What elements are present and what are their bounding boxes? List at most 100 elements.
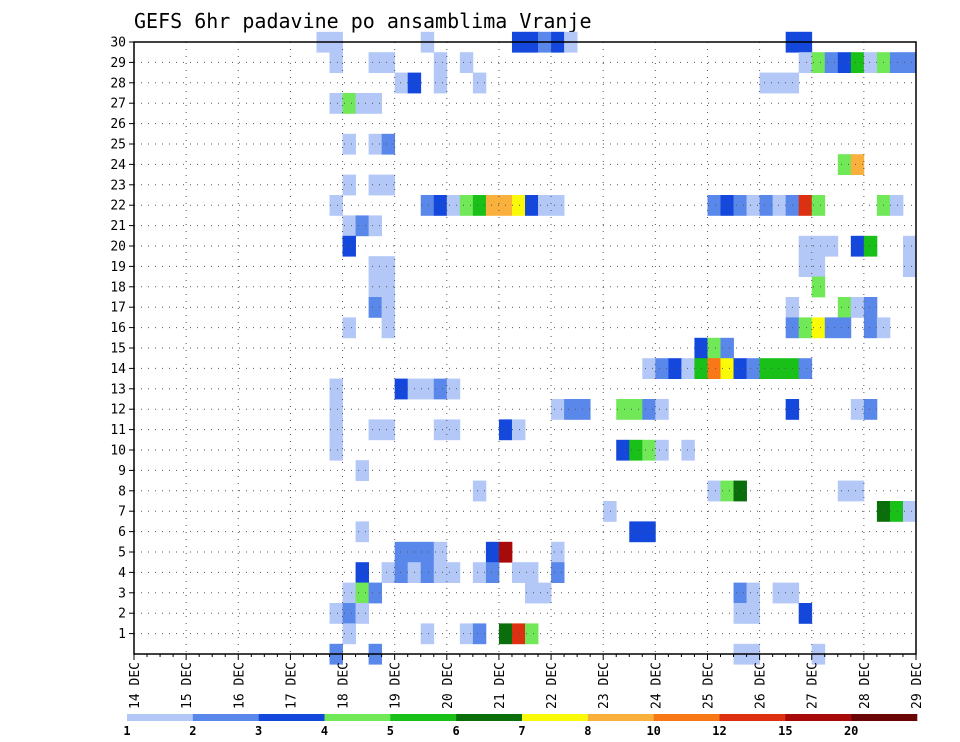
- heatmap-cell: [629, 439, 643, 461]
- heatmap-cell: [368, 93, 383, 114]
- heatmap-cell: [863, 235, 878, 257]
- y-tick-label: 2: [118, 607, 126, 622]
- heatmap-cell: [329, 52, 343, 73]
- heatmap-cell: [342, 623, 356, 645]
- x-tick-label: 24 DEC: [649, 662, 664, 709]
- heatmap-cell: [459, 195, 474, 216]
- heatmap-cell: [902, 52, 917, 73]
- colorbar-label: 15: [778, 724, 792, 738]
- heatmap-cell: [850, 235, 865, 257]
- colorbar-label: 12: [712, 724, 726, 738]
- colorbar-swatch: [653, 714, 720, 721]
- heatmap-cell: [707, 337, 721, 359]
- y-tick-label: 29: [110, 56, 126, 71]
- heatmap-cell: [381, 133, 396, 155]
- heatmap-cell: [342, 93, 356, 114]
- heatmap-cell: [850, 154, 865, 175]
- y-tick-label: 8: [118, 484, 126, 499]
- y-tick-label: 12: [110, 403, 126, 418]
- colorbar-label: 7: [518, 724, 525, 738]
- heatmap-cell: [329, 93, 343, 114]
- y-tick-label: 22: [110, 199, 126, 214]
- colorbar-legend: 1 2 3 4 5 6 7 8 10 12 15 20: [123, 714, 918, 738]
- heatmap-cell: [420, 195, 435, 216]
- heatmap-cell: [720, 358, 734, 379]
- x-tick-label: 23 DEC: [597, 662, 612, 709]
- heatmap-cell: [798, 195, 813, 216]
- heatmap-cell: [446, 195, 461, 216]
- heatmap-cell: [551, 195, 565, 216]
- colorbar-label: 4: [321, 724, 328, 738]
- heatmap-cell: [850, 297, 865, 318]
- colorbar-swatch: [719, 714, 786, 721]
- y-tick-label: 26: [110, 117, 126, 132]
- heatmap-cell: [355, 582, 369, 604]
- y-tick-label: 23: [110, 178, 126, 193]
- heatmap-cell: [329, 603, 343, 624]
- heatmap-cell: [655, 439, 669, 461]
- colorbar-label: 3: [255, 724, 262, 738]
- heatmap-cell: [525, 582, 539, 604]
- colorbar-swatch: [456, 714, 523, 721]
- heatmap-cell: [746, 603, 760, 624]
- heatmap-cell: [642, 439, 656, 461]
- heatmap-cell: [420, 623, 435, 645]
- heatmap-cell: [746, 195, 760, 216]
- colorbar-swatch: [851, 714, 918, 721]
- heatmap-cell: [368, 133, 383, 155]
- colorbar-label: 2: [189, 724, 196, 738]
- heatmap-cell: [538, 582, 552, 604]
- heatmap-cell: [525, 195, 539, 216]
- y-tick-label: 21: [110, 219, 126, 234]
- heatmap-cell: [420, 562, 435, 583]
- heatmap-cell: [811, 317, 826, 339]
- x-tick-label: 16 DEC: [232, 662, 247, 709]
- heatmap-cell: [798, 256, 813, 277]
- y-tick-label: 11: [110, 423, 126, 438]
- heatmap-cell: [511, 562, 526, 583]
- heatmap-cell: [485, 195, 500, 216]
- heatmap-cell: [342, 603, 356, 624]
- heatmap-cell: [433, 562, 448, 583]
- heatmap-cell: [798, 52, 813, 73]
- x-tick-label: 22 DEC: [545, 662, 560, 709]
- heatmap-cells: [316, 31, 917, 665]
- heatmap-cell: [629, 399, 643, 420]
- heatmap-cell: [798, 317, 813, 339]
- heatmap-cell: [381, 317, 396, 339]
- y-tick-label: 25: [110, 138, 126, 153]
- heatmap-cell: [642, 399, 656, 420]
- heatmap-cell: [342, 235, 356, 257]
- heatmap-cell: [824, 52, 839, 73]
- heatmap-cell: [433, 419, 448, 441]
- y-tick-label: 20: [110, 240, 126, 255]
- y-tick-label: 10: [110, 444, 126, 459]
- y-tick-label: 5: [118, 546, 126, 561]
- heatmap-cell: [355, 215, 369, 237]
- heatmap-cell: [420, 378, 435, 400]
- heatmap-cell: [355, 521, 369, 543]
- x-tick-label: 20 DEC: [441, 662, 456, 709]
- heatmap-cell: [420, 541, 435, 563]
- heatmap-cell: [381, 419, 396, 441]
- heatmap-cell: [902, 235, 917, 257]
- heatmap-cell: [433, 541, 448, 563]
- heatmap-cell: [681, 358, 695, 379]
- y-tick-label: 15: [110, 342, 126, 357]
- heatmap-cell: [642, 521, 656, 543]
- y-tick-label: 6: [118, 525, 126, 540]
- heatmap-cell: [459, 623, 474, 645]
- heatmap-cell: [551, 562, 565, 583]
- heatmap-cell: [472, 562, 487, 583]
- heatmap-cell: [772, 72, 787, 94]
- x-tick-label: 25 DEC: [701, 662, 716, 709]
- x-axis: 14 DEC 15 DEC 16 DEC 17 DEC 18 DEC 19 DEC 20 D…: [128, 654, 925, 709]
- colorbar-label: 20: [844, 724, 858, 738]
- heatmap-cell: [863, 297, 878, 318]
- heatmap-cell: [850, 480, 865, 502]
- heatmap-cell: [329, 419, 343, 441]
- y-tick-label: 28: [110, 76, 126, 91]
- x-tick-label: 19 DEC: [389, 662, 404, 709]
- colorbar-swatch: [324, 714, 391, 721]
- heatmap-cell: [850, 52, 865, 73]
